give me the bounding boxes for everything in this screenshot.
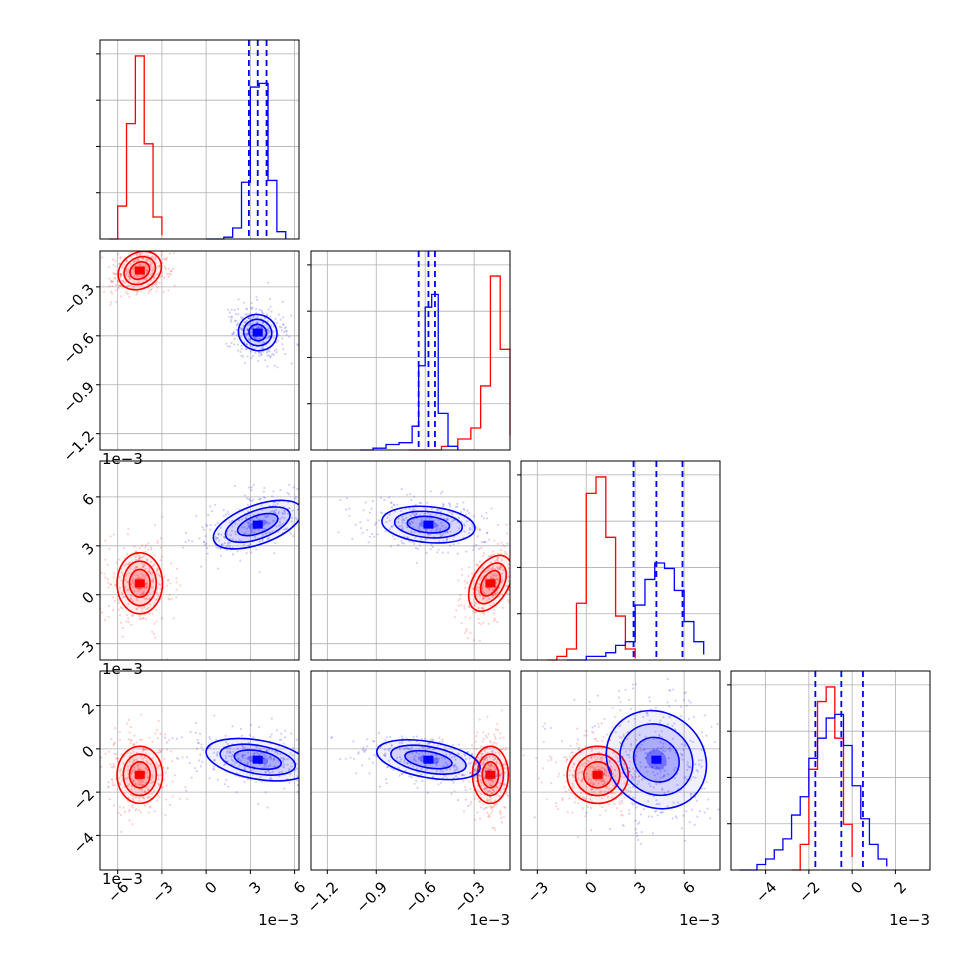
y-tick-label: −2 (70, 785, 98, 813)
density-peak (423, 755, 434, 764)
scatter-panel-2-0 (99, 460, 300, 661)
density-peak (252, 520, 263, 529)
histogram-step-0 (408, 275, 511, 451)
panel-frame (99, 460, 300, 661)
scatter-points-0 (453, 709, 510, 832)
density-peak (485, 579, 496, 588)
y-tick-label: 0 (79, 588, 98, 607)
density-peak (252, 328, 263, 337)
y-axis-1: −1.2 −0.9 −0.6 −0.3 1e−3 (60, 280, 143, 468)
y-tick-label: −3 (70, 637, 98, 665)
hist-panel-0 (96, 39, 300, 240)
density-peak (134, 579, 145, 588)
histogram-step-0 (791, 686, 853, 871)
histogram-step-1 (566, 562, 705, 661)
x-exponent-label: 1e−3 (469, 911, 510, 929)
hist-panel-3 (727, 670, 931, 871)
density-peak (651, 755, 662, 764)
panel-frame (99, 250, 300, 451)
y-tick-label: 2 (79, 699, 98, 718)
x-exponent-label: 1e−3 (679, 911, 720, 929)
y-tick-label: 3 (79, 539, 98, 558)
scatter-panel-2-1 (310, 460, 511, 661)
density-peak (252, 755, 263, 764)
scatter-panel-3-2 (520, 670, 721, 871)
y-tick-label: −1.2 (60, 427, 98, 465)
scatter-panel-1-0 (99, 250, 300, 451)
x-tick-label: 6 (679, 878, 698, 897)
histogram-step-0 (547, 476, 636, 661)
x-tick-label: −1.2 (304, 878, 342, 916)
x-exponent-label: 1e−3 (258, 911, 299, 929)
x-tick-label: −2 (795, 878, 823, 906)
x-tick-label: 0 (847, 878, 866, 897)
y-exponent-label: 1e−3 (102, 870, 143, 888)
scatter-panel-3-0 (99, 670, 300, 871)
y-tick-label: −0.9 (60, 378, 98, 416)
panel-frame (520, 670, 721, 871)
y-tick-label: −0.3 (60, 280, 98, 318)
x-tick-label: 0 (201, 878, 220, 897)
y-tick-label: −4 (70, 829, 98, 857)
x-tick-label: 3 (630, 878, 649, 897)
hist-panel-1 (307, 250, 511, 451)
x-axis-3: −4 −2 0 2 1e−3 (752, 870, 930, 929)
density-peak (485, 770, 496, 779)
x-tick-label: −0.9 (353, 878, 391, 916)
x-tick-label: −0.6 (401, 878, 439, 916)
histogram-step-1 (206, 82, 287, 240)
x-tick-label: 3 (246, 878, 265, 897)
y-tick-label: 6 (79, 490, 98, 509)
histogram-step-1 (359, 293, 459, 451)
panel-frame (99, 670, 300, 871)
panel-frame (99, 39, 300, 240)
density-peak (134, 770, 145, 779)
panel-frame (310, 460, 511, 661)
x-tick-label: 2 (891, 878, 910, 897)
panel-frame (730, 670, 931, 871)
x-tick-label: 6 (290, 878, 309, 897)
panel-frame (520, 460, 721, 661)
x-axis-1: −1.2 −0.9 −0.6 −0.31e−3 (304, 870, 510, 929)
density-peak (592, 770, 603, 779)
x-exponent-label: 1e−3 (889, 911, 930, 929)
x-tick-label: −3 (148, 878, 176, 906)
histogram-step-1 (739, 713, 888, 871)
y-exponent-label: 1e−3 (102, 450, 143, 468)
density-peak (134, 266, 145, 275)
histogram-step-0 (108, 55, 163, 240)
y-tick-label: −0.6 (60, 329, 98, 367)
x-tick-label: −4 (752, 878, 780, 906)
y-exponent-label: 1e−3 (102, 660, 143, 678)
hist-panel-2 (517, 460, 721, 661)
scatter-points-0 (522, 700, 657, 839)
panel-frame (310, 250, 511, 451)
scatter-panel-3-1 (310, 670, 511, 871)
y-tick-label: 0 (79, 742, 98, 761)
x-tick-label: −3 (524, 878, 552, 906)
x-axis-2: −3 0 3 6 1e−3 (524, 870, 720, 929)
density-peak (423, 520, 434, 529)
x-tick-label: 0 (582, 878, 601, 897)
panel-frame (310, 670, 511, 871)
